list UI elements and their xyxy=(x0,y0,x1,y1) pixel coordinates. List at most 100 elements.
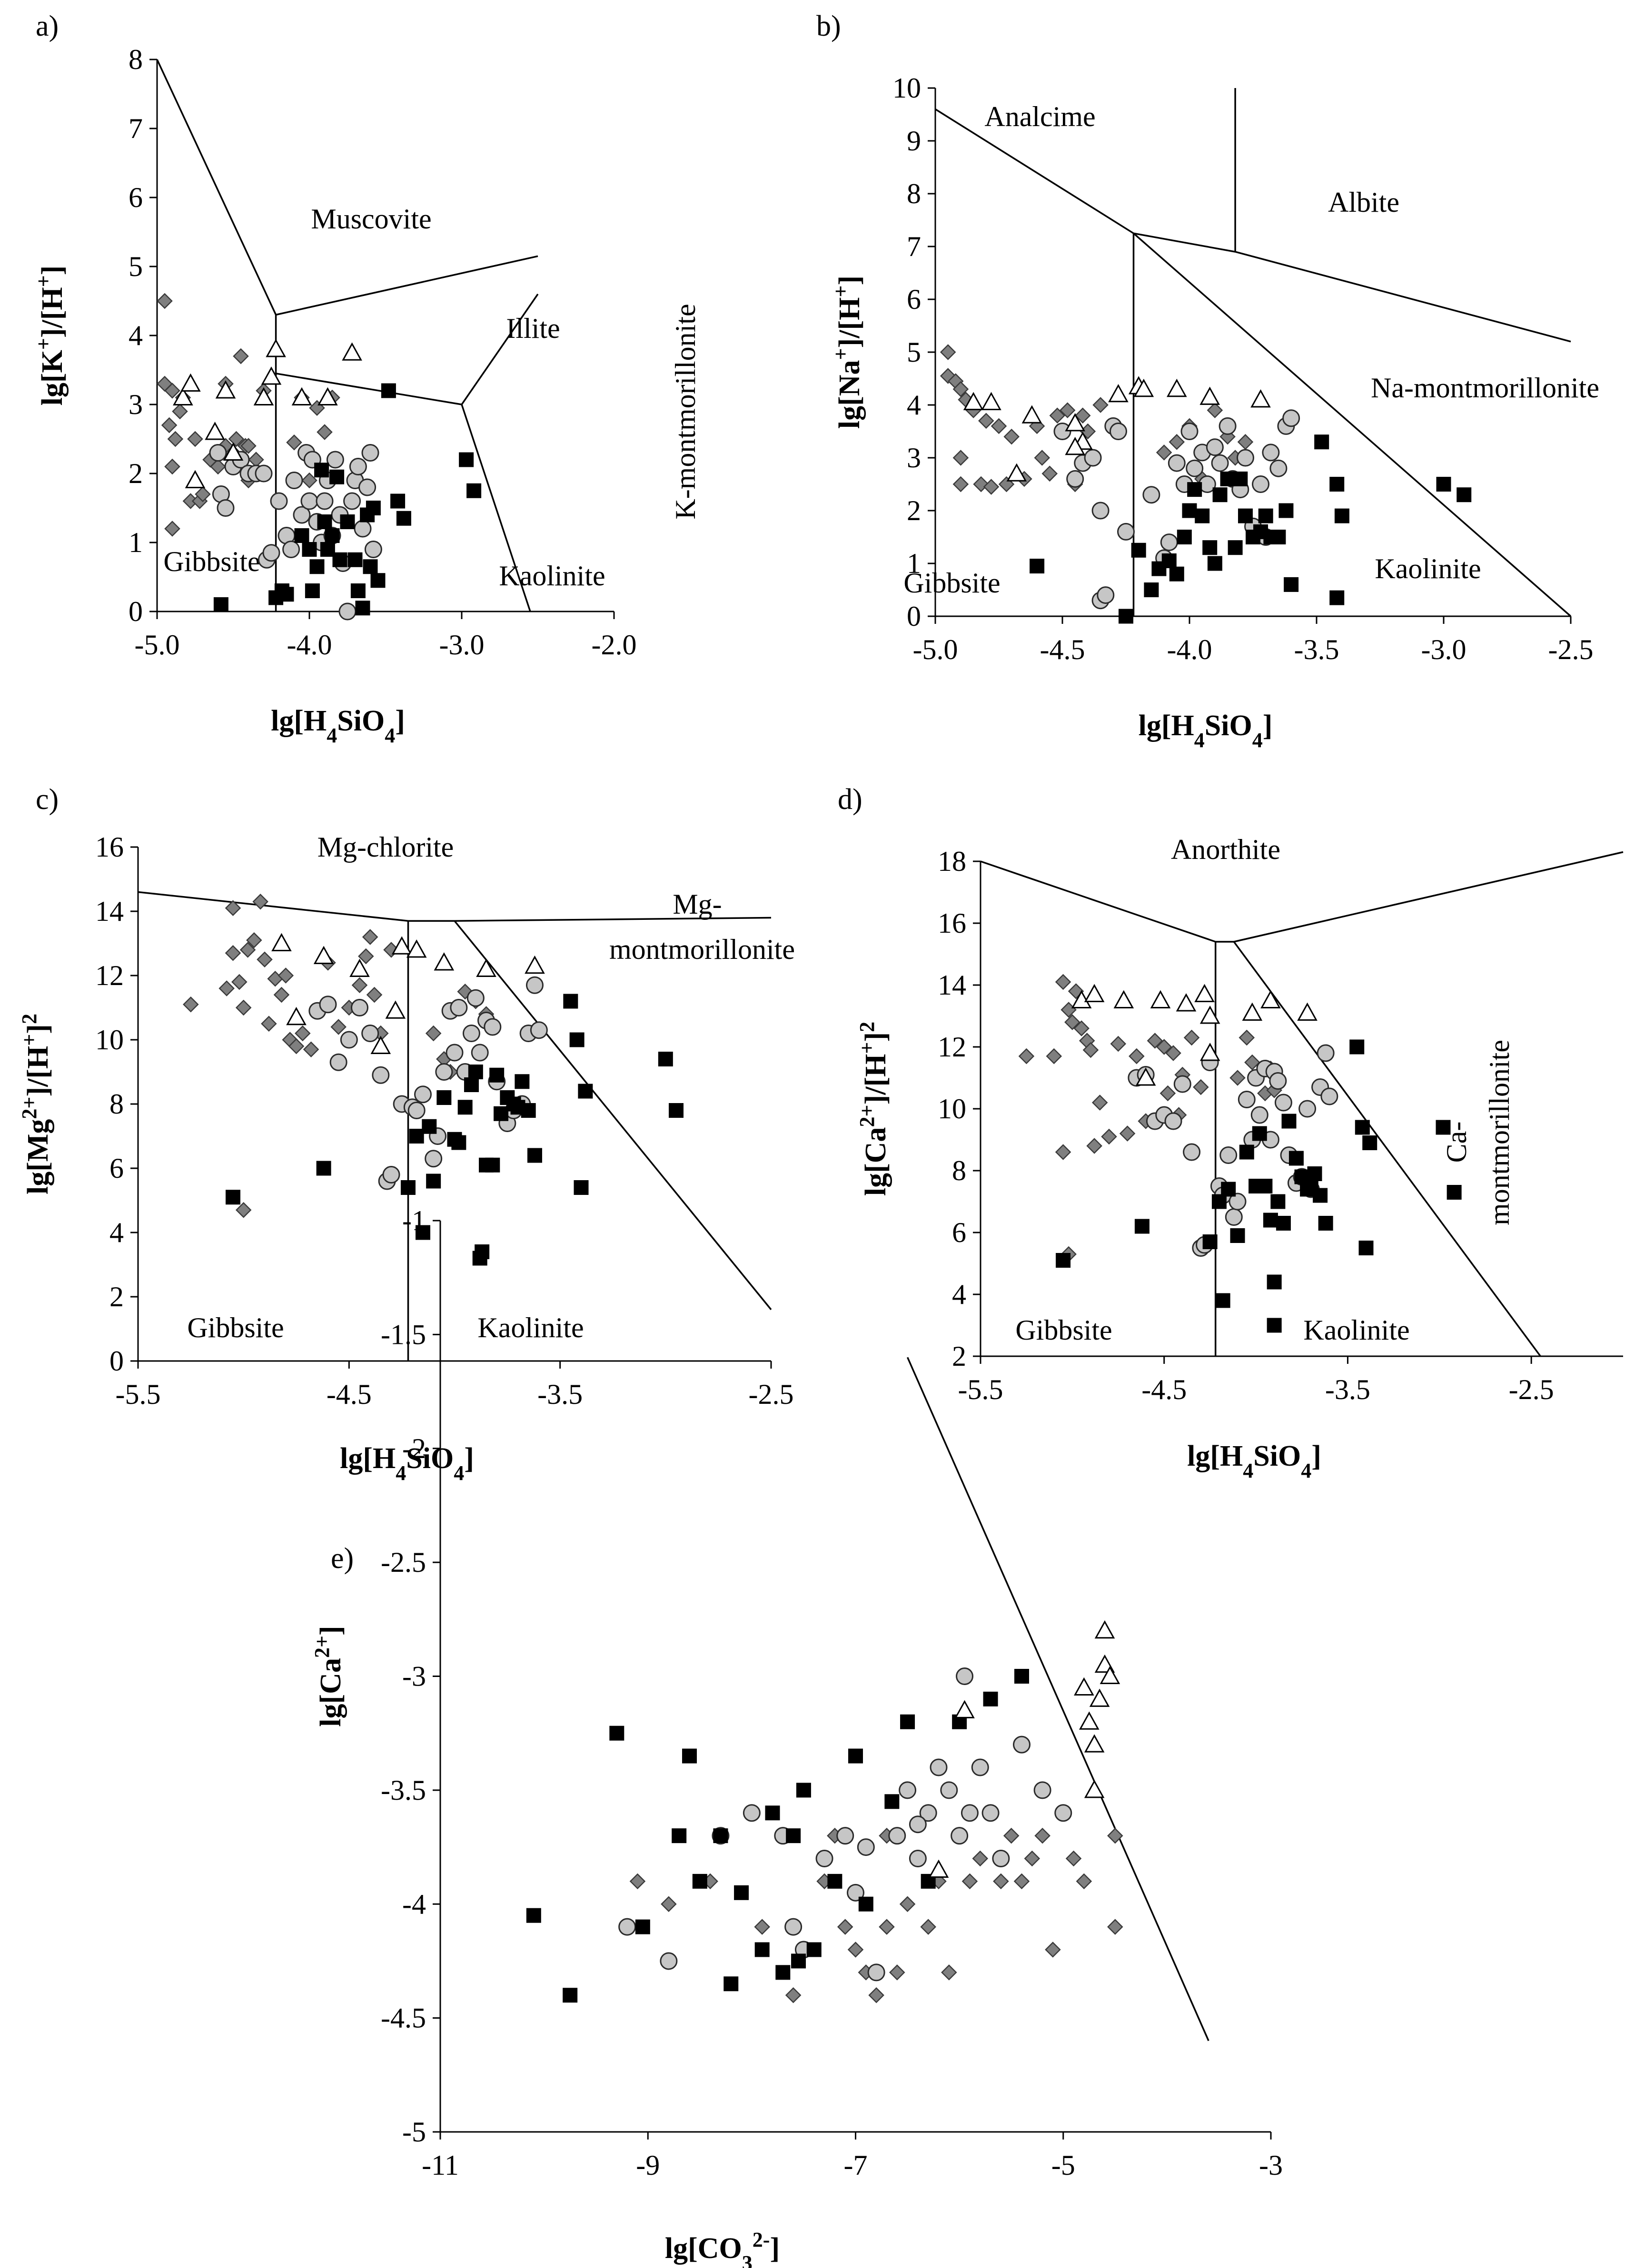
data-point-diamond xyxy=(1003,428,1020,445)
data-point-triangle xyxy=(317,387,338,405)
data-point-square xyxy=(309,559,325,574)
y-tick-label: -1.5 xyxy=(381,1319,426,1350)
data-point-circle xyxy=(446,1044,464,1062)
x-tick-label: -3.5 xyxy=(1294,634,1339,665)
x-tick-label: -3.5 xyxy=(537,1379,583,1410)
data-point-diamond xyxy=(952,476,969,493)
data-point-square xyxy=(1169,566,1184,582)
y-tick-label: 10 xyxy=(938,1093,966,1124)
data-point-diamond xyxy=(991,418,1007,434)
data-point-diamond xyxy=(295,1025,311,1042)
data-point-circle xyxy=(1282,409,1300,427)
data-point-diamond xyxy=(941,1964,957,1981)
chart-panel-5: e) -11 -9 -7 -5 -3 -5 -4.5 -4 -3.5 -3 -2.5 -2 -1.5 -1 l… xyxy=(310,1205,1283,2268)
y-tick-label: 0 xyxy=(907,601,921,632)
data-point-diamond xyxy=(754,1919,770,1935)
data-point-diamond xyxy=(1034,450,1050,466)
data-point-circle xyxy=(1033,1781,1051,1799)
data-point-diamond xyxy=(1110,1035,1127,1052)
x-tick-label: -3.0 xyxy=(439,629,485,661)
data-point-triangle xyxy=(385,1000,406,1019)
data-point-diamond xyxy=(172,403,188,420)
data-point-diamond xyxy=(837,1919,853,1935)
data-point-circle xyxy=(471,1044,489,1062)
data-point-triangle xyxy=(1006,463,1027,482)
data-point-triangle xyxy=(1079,1711,1100,1730)
axis-title: lg[Ca2+] xyxy=(310,1626,347,1726)
y-tick-label: 14 xyxy=(938,969,966,1001)
data-point-diamond xyxy=(233,348,249,365)
data-point-circle xyxy=(450,999,468,1016)
y-tick-label: -1 xyxy=(402,1205,426,1236)
data-point-square xyxy=(609,1726,624,1741)
x-tick-label: -2.5 xyxy=(1509,1374,1554,1405)
y-tick-label: 7 xyxy=(129,113,143,144)
data-point-circle xyxy=(1225,1208,1243,1226)
data-point-square xyxy=(1318,1216,1333,1231)
data-point-triangle xyxy=(1167,378,1187,397)
data-point-square xyxy=(1252,1126,1267,1141)
boundary-line-kaolinite-namont xyxy=(1133,232,1572,617)
data-point-diamond xyxy=(187,431,203,447)
data-point-diamond xyxy=(164,383,180,399)
y-tick-label: 6 xyxy=(109,1153,124,1184)
region-label: Anorthite xyxy=(1171,834,1280,865)
data-point-square xyxy=(1284,577,1299,592)
data-point-diamond xyxy=(1018,1048,1035,1065)
boundary-line-illite-kaolinite xyxy=(276,373,462,405)
data-point-square xyxy=(1182,503,1197,518)
data-point-triangle xyxy=(954,1700,975,1718)
data-point-diamond xyxy=(1091,1095,1108,1111)
data-point-circle xyxy=(340,1031,358,1049)
data-point-diamond xyxy=(868,1987,884,2003)
boundary-line-anorthite-gibbsite xyxy=(980,860,1216,943)
data-point-square xyxy=(734,1885,749,1900)
x-tick-label: -4.0 xyxy=(287,629,332,661)
data-point-diamond xyxy=(358,948,374,965)
data-point-diamond xyxy=(961,1873,978,1890)
data-point-circle xyxy=(209,444,227,462)
data-point-square xyxy=(381,383,396,398)
data-point-triangle xyxy=(253,387,274,405)
data-point-square xyxy=(302,542,317,557)
x-tick-label: -2.5 xyxy=(1548,634,1594,665)
y-tick-label: 3 xyxy=(907,442,921,473)
data-point-diamond xyxy=(252,893,268,910)
data-point-square xyxy=(827,1874,842,1889)
data-point-square xyxy=(1267,1274,1282,1290)
panel-label: a) xyxy=(36,10,59,42)
data-point-diamond xyxy=(1045,1942,1061,1958)
data-point-diamond xyxy=(1082,1042,1099,1058)
data-point-square xyxy=(416,1225,430,1240)
data-point-circle xyxy=(338,602,357,621)
data-point-square xyxy=(1238,508,1253,523)
y-tick-label: 10 xyxy=(95,1024,124,1055)
data-point-circle xyxy=(1219,417,1237,435)
data-point-square xyxy=(1207,556,1222,571)
data-point-circle xyxy=(1180,423,1199,440)
data-point-diamond xyxy=(362,929,378,945)
data-point-square xyxy=(294,528,309,543)
y-tick-label: 7 xyxy=(907,231,921,262)
data-point-diamond xyxy=(1107,1827,1123,1844)
data-point-triangle xyxy=(1084,1780,1105,1798)
data-point-square xyxy=(1355,1120,1370,1135)
region-label: Mg-chlorite xyxy=(317,831,454,863)
data-point-diamond xyxy=(952,450,969,466)
y-tick-label: 2 xyxy=(129,458,143,489)
data-point-circle xyxy=(1206,438,1224,456)
x-tick-label: -11 xyxy=(422,2150,459,2181)
chart-panel-2: b) -5.0 -4.5 -4.0 -3.5 -3.0 -2.5 0 1 2 3 4 5 6 7 8 9 10 lg… xyxy=(816,10,1599,752)
axis-title: lg[H4SiO4] xyxy=(1139,710,1273,752)
data-point-circle xyxy=(530,1021,548,1039)
data-point-diamond xyxy=(1074,407,1091,424)
data-point-square xyxy=(485,1157,500,1173)
data-point-circle xyxy=(1097,586,1115,604)
data-point-diamond xyxy=(1055,974,1071,990)
data-point-diamond xyxy=(225,945,241,961)
data-point-square xyxy=(390,493,406,509)
data-point-diamond xyxy=(1101,1128,1117,1145)
data-point-square xyxy=(775,1965,791,1980)
data-point-diamond xyxy=(273,986,290,1003)
data-point-diamond xyxy=(246,932,262,948)
